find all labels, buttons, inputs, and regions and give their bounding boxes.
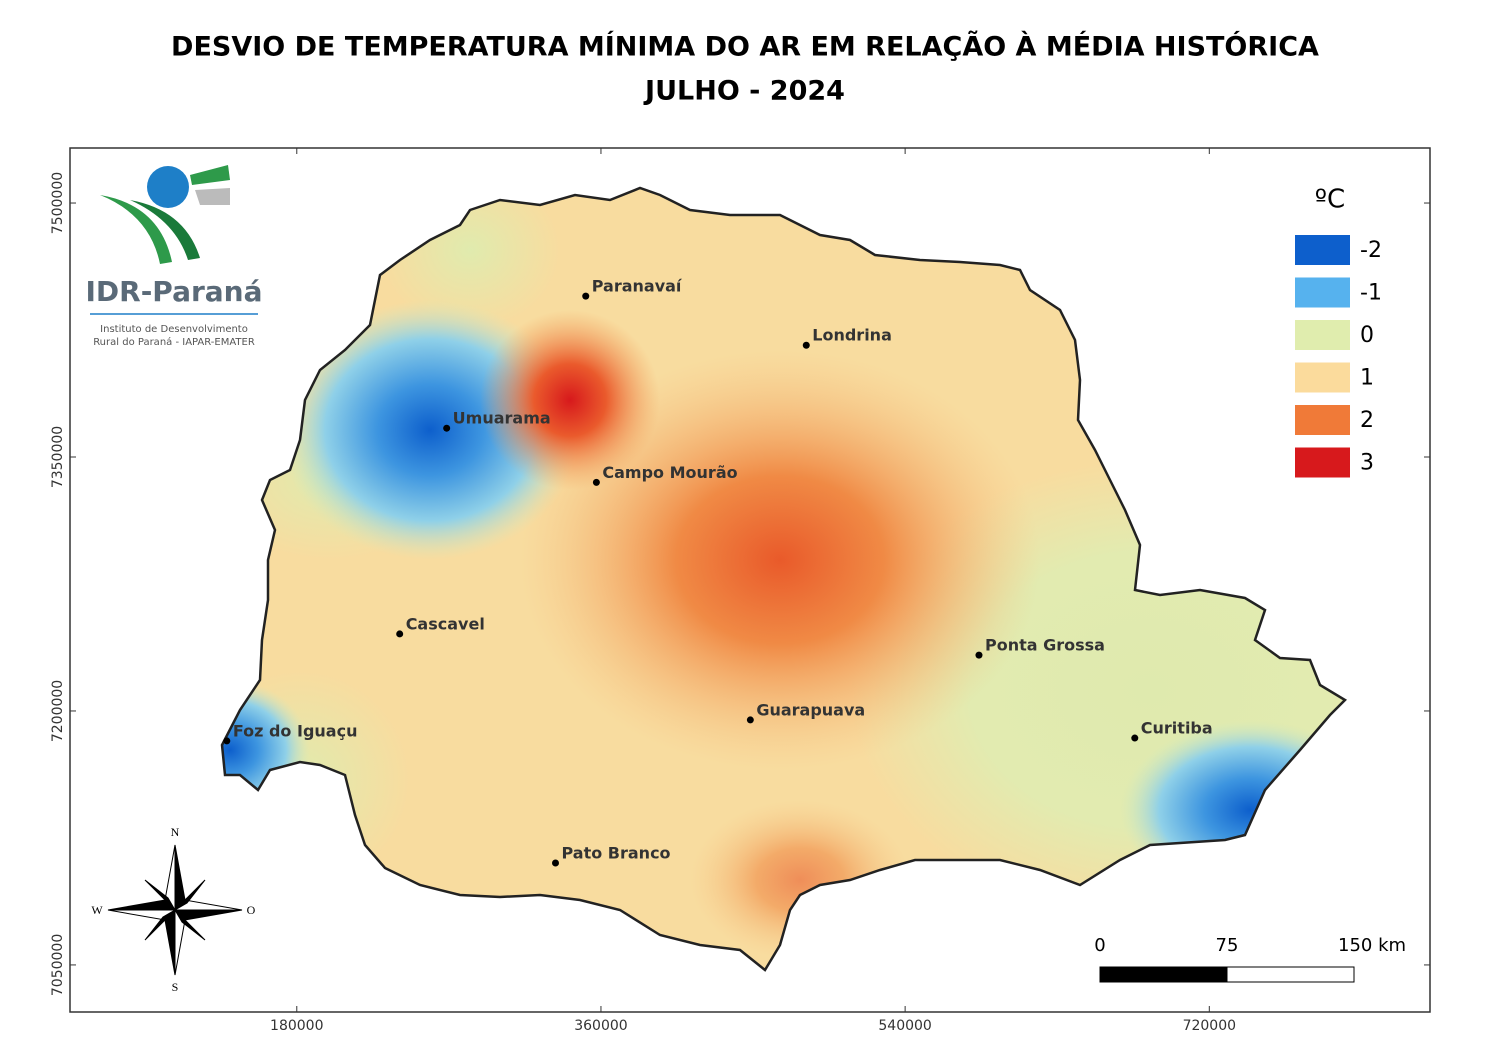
scale-bar bbox=[1099, 966, 1355, 983]
legend-label: 3 bbox=[1360, 451, 1374, 476]
city-label: Foz do Iguaçu bbox=[233, 721, 358, 740]
x-tick-label: 540000 bbox=[878, 1018, 931, 1034]
city-label: Londrina bbox=[812, 326, 892, 345]
legend-swatch bbox=[1295, 362, 1350, 393]
subtitle: JULHO - 2024 bbox=[643, 76, 845, 107]
x-tick-label: 180000 bbox=[270, 1018, 323, 1034]
city-marker bbox=[443, 424, 451, 432]
city-marker bbox=[396, 630, 404, 638]
scale-label: 75 bbox=[1216, 935, 1239, 956]
y-tick-label: 7200000 bbox=[50, 680, 66, 742]
city-label: Curitiba bbox=[1141, 719, 1213, 738]
compass-label: N bbox=[171, 825, 180, 839]
city-marker bbox=[582, 292, 590, 300]
city-marker bbox=[592, 478, 600, 486]
legend-label: -2 bbox=[1360, 238, 1382, 263]
legend-swatch bbox=[1295, 320, 1350, 350]
city-label: Cascavel bbox=[406, 614, 485, 633]
city-marker bbox=[1131, 734, 1139, 742]
logo-name: IDR-Paraná bbox=[85, 275, 262, 308]
city-label: Guarapuava bbox=[756, 700, 865, 719]
legend-swatch bbox=[1295, 277, 1350, 308]
y-tick-label: 7500000 bbox=[50, 172, 66, 234]
city-label: Pato Branco bbox=[561, 844, 670, 863]
compass-label: W bbox=[91, 903, 103, 917]
legend-label: 0 bbox=[1360, 323, 1374, 348]
legend-swatch bbox=[1295, 235, 1350, 265]
city-marker bbox=[802, 341, 810, 349]
compass-label: O bbox=[247, 903, 256, 917]
scale-label: 150 km bbox=[1338, 935, 1406, 956]
scale-label: 0 bbox=[1094, 935, 1105, 956]
city-marker bbox=[551, 859, 559, 867]
legend-swatch bbox=[1295, 405, 1350, 435]
city-label: Ponta Grossa bbox=[985, 636, 1105, 655]
legend-swatch bbox=[1295, 447, 1350, 478]
x-tick-label: 720000 bbox=[1183, 1018, 1236, 1034]
legend-label: 2 bbox=[1360, 408, 1374, 433]
city-label: Paranavaí bbox=[592, 277, 683, 296]
legend-label: -1 bbox=[1360, 281, 1382, 306]
legend-title: ºC bbox=[1315, 185, 1345, 215]
x-tick-label: 360000 bbox=[574, 1018, 627, 1034]
city-label: Umuarama bbox=[453, 409, 551, 428]
logo: IDR-Paraná Instituto de Desenvolvimento … bbox=[85, 165, 263, 348]
y-tick-label: 7350000 bbox=[50, 426, 66, 488]
logo-line: Instituto de Desenvolvimento bbox=[100, 324, 248, 335]
y-tick-label: 7050000 bbox=[50, 934, 66, 996]
logo-line: Rural do Paraná - IAPAR-EMATER bbox=[93, 336, 255, 348]
city-label: Campo Mourão bbox=[602, 463, 737, 482]
title: DESVIO DE TEMPERATURA MÍNIMA DO AR EM RE… bbox=[171, 31, 1319, 63]
city-marker bbox=[975, 651, 983, 659]
compass-rose: N W O S bbox=[91, 825, 255, 994]
compass-label: S bbox=[172, 980, 179, 994]
city-marker bbox=[746, 716, 754, 724]
legend-label: 1 bbox=[1360, 366, 1374, 391]
city-marker bbox=[223, 737, 231, 745]
